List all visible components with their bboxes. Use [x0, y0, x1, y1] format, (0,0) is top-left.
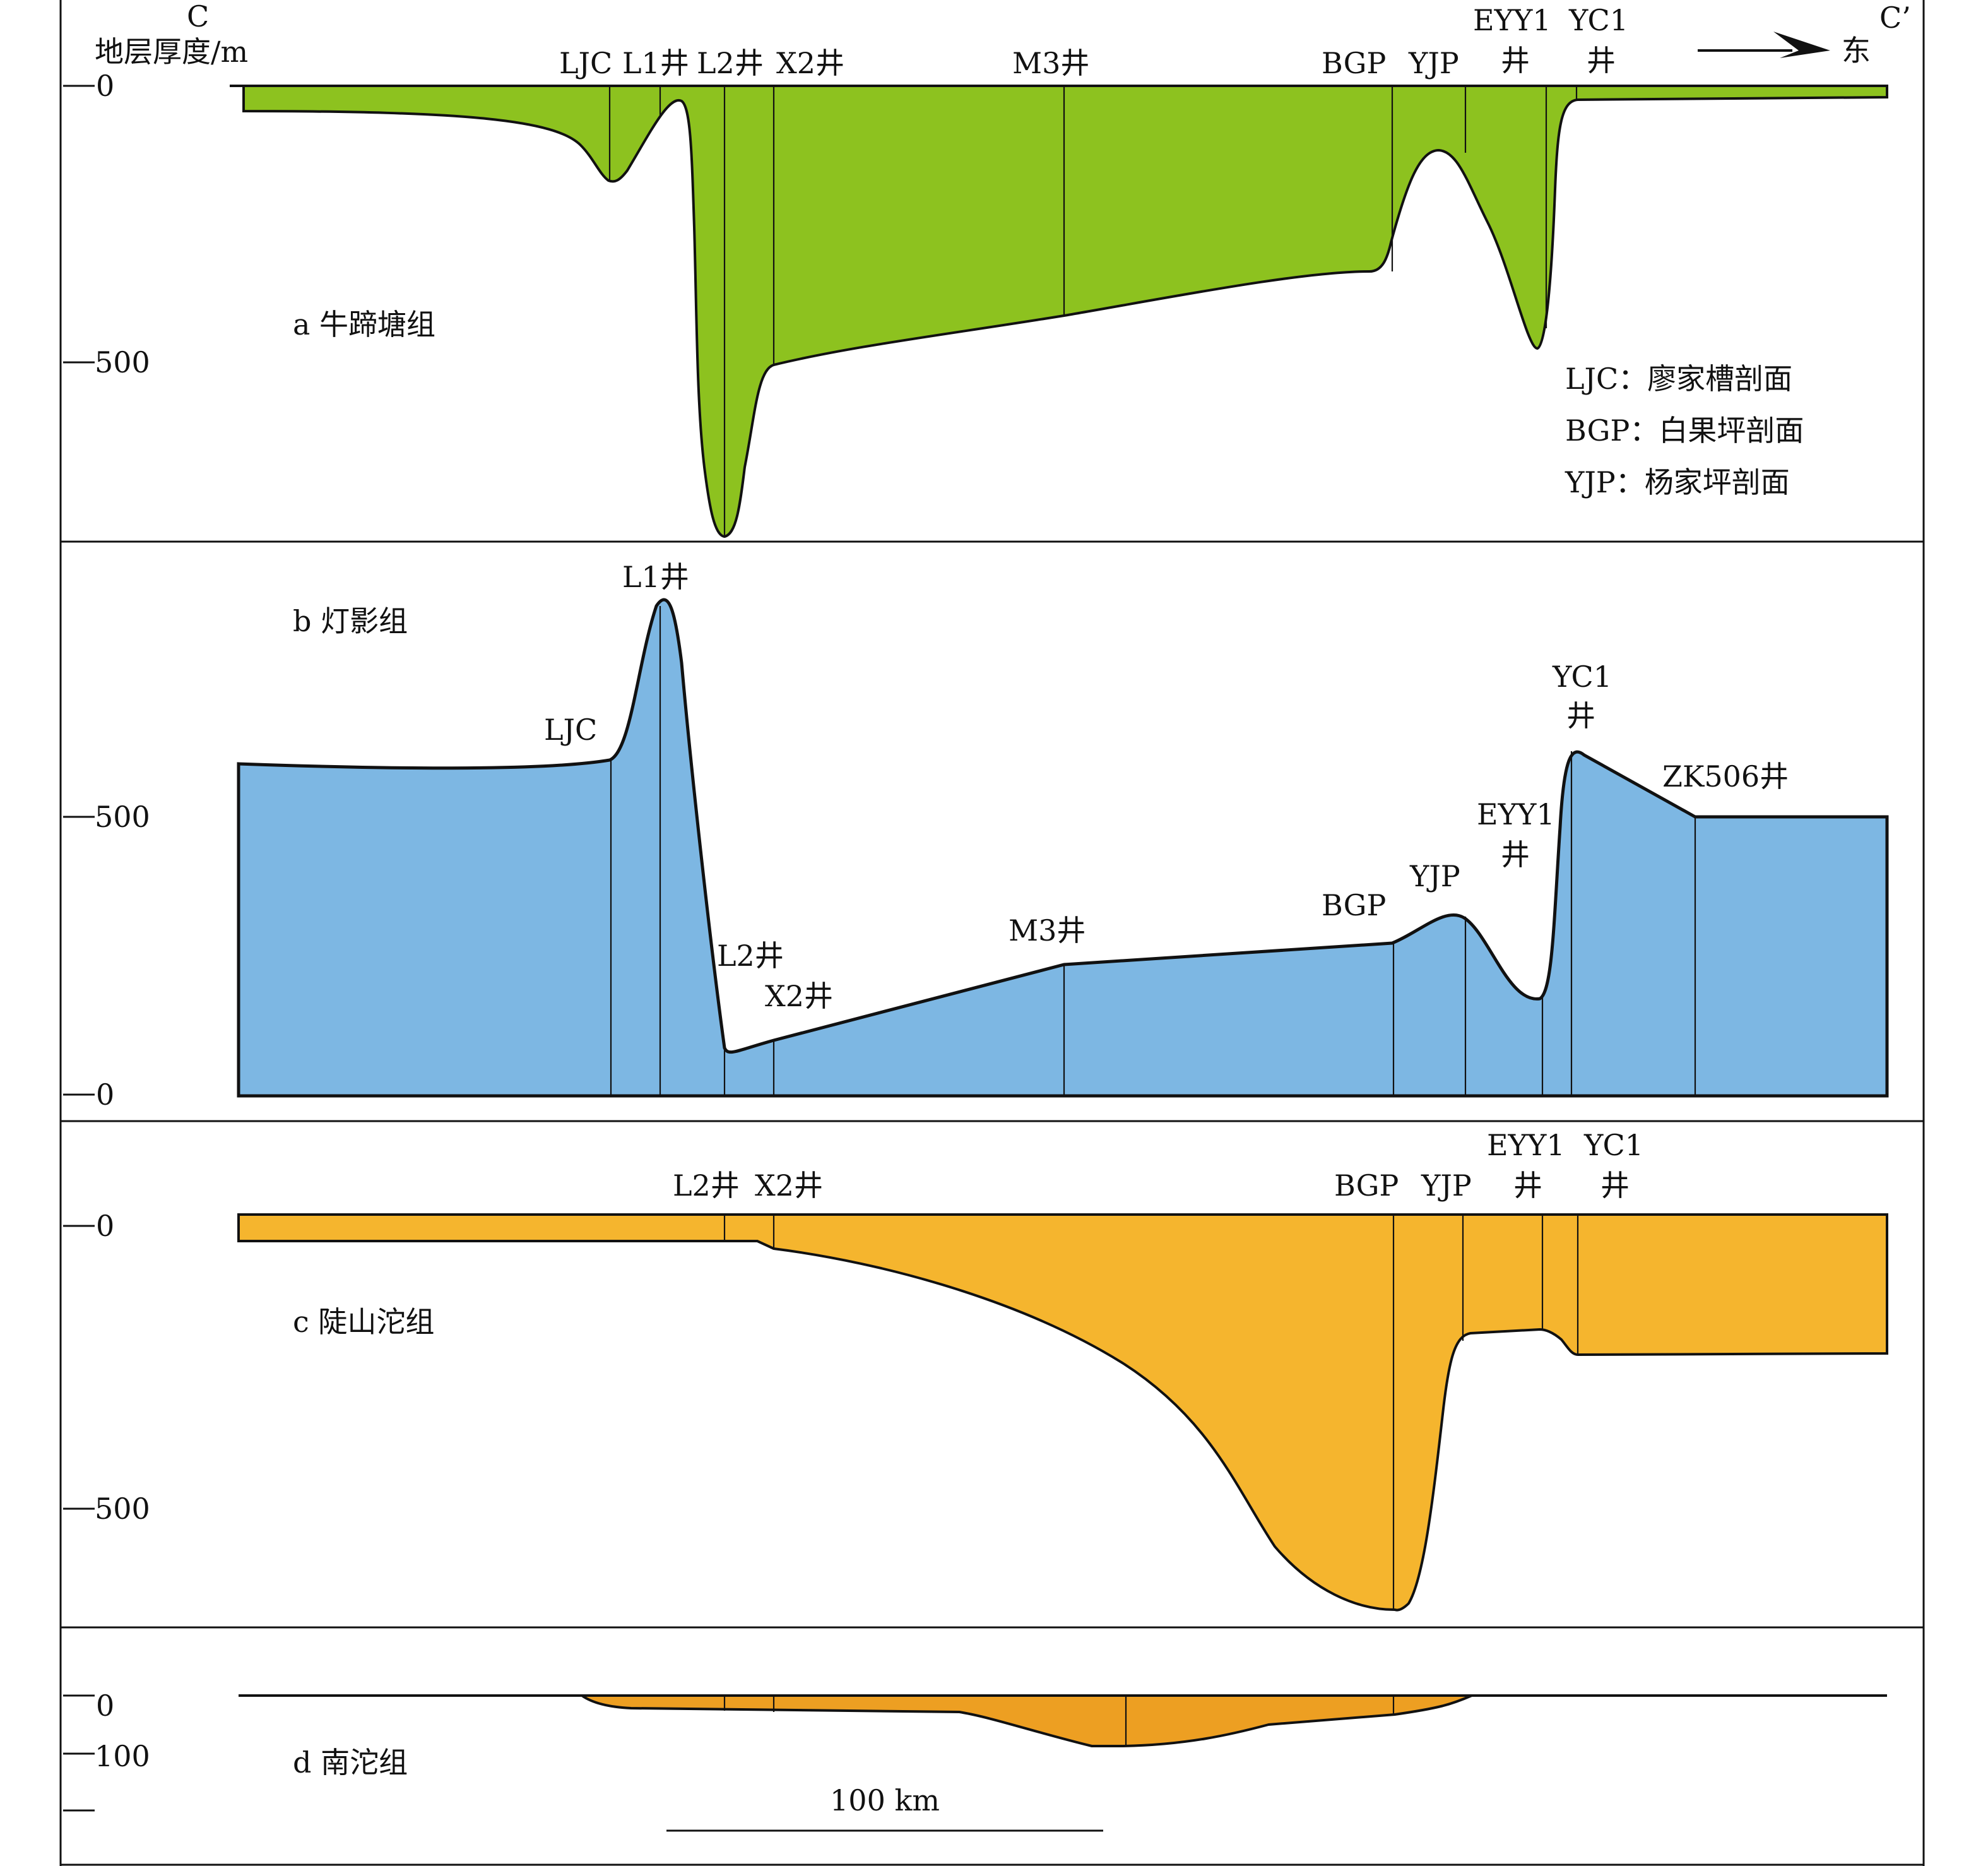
- well-label: X2井: [755, 1168, 823, 1203]
- well-label: EYY1: [1473, 3, 1551, 37]
- well-label: YC1: [1583, 1128, 1643, 1162]
- well-label: YJP: [1409, 859, 1460, 893]
- well-label: 井: [1513, 1168, 1542, 1203]
- well-label: 井: [1600, 1168, 1630, 1203]
- well-label: YC1: [1568, 3, 1628, 37]
- well-label: BGP: [1334, 1168, 1399, 1203]
- tick-label: 500: [95, 800, 150, 834]
- legend-item: YJP：杨家坪剖面: [1565, 465, 1790, 499]
- direction-arrow-icon: [1698, 32, 1830, 58]
- tick-label: 100: [95, 1739, 150, 1773]
- panel-b: 500 0 L1井 LJC L2井 X2井 M3井 BGP YJP EYY1 井…: [63, 560, 1889, 1112]
- well-label: EYY1: [1477, 797, 1555, 831]
- panel-b-well-labels: L1井 LJC L2井 X2井 M3井 BGP YJP EYY1 井 YC1 井…: [544, 560, 1789, 1013]
- well-label: 井: [1587, 44, 1616, 78]
- well-label: M3井: [1012, 46, 1089, 80]
- section-end-label: C’: [1879, 1, 1911, 35]
- well-label: YC1: [1552, 660, 1612, 694]
- scale-bar-label: 100 km: [830, 1783, 940, 1817]
- well-label: M3井: [1009, 913, 1086, 948]
- well-label: LJC: [559, 46, 612, 80]
- panel-d-axis: 0 100: [63, 1689, 150, 1812]
- panel-d: 0 100 d 南沱组: [63, 1689, 1887, 1812]
- panel-a-well-lines: [608, 86, 1578, 535]
- well-label: LJC: [544, 713, 597, 747]
- well-label: BGP: [1322, 888, 1386, 922]
- panel-d-thickness-fill: [577, 1694, 1472, 1747]
- well-label: X2井: [776, 46, 844, 80]
- panel-d-title: d 南沱组: [293, 1745, 408, 1780]
- well-label: L2井: [673, 1168, 740, 1203]
- tick-label: 0: [96, 69, 114, 103]
- well-label: L1井: [622, 46, 689, 80]
- well-label: 井: [1566, 699, 1595, 733]
- panel-c: 0 500 L2井 X2井 BGP YJP EYY1 井 YC1 井 c 陡山沱…: [63, 1128, 1888, 1612]
- well-label: EYY1: [1487, 1128, 1565, 1162]
- well-label: L2井: [697, 46, 764, 80]
- panel-a: 0 500 LJC L1井 L2井 X2井 M3井 BGP YJP EYY1 井…: [63, 3, 1888, 538]
- panel-c-thickness-fill: [237, 1213, 1888, 1612]
- legend-item: LJC：廖家槽剖面: [1565, 362, 1792, 396]
- well-label: ZK506井: [1662, 759, 1789, 793]
- well-label: BGP: [1322, 46, 1386, 80]
- panel-b-title: b 灯影组: [293, 604, 408, 638]
- panel-a-axis: 0 500: [63, 69, 150, 379]
- tick-label: 500: [95, 345, 150, 379]
- panel-a-well-labels: LJC L1井 L2井 X2井 M3井 BGP YJP EYY1 井 YC1 井: [559, 3, 1628, 80]
- tick-label: 500: [95, 1492, 150, 1526]
- well-label: 井: [1501, 838, 1530, 872]
- direction-label: 东: [1842, 33, 1871, 68]
- panel-a-legend: LJC：廖家槽剖面 BGP：白果坪剖面 YJP：杨家坪剖面: [1565, 362, 1804, 499]
- well-label: L1井: [622, 560, 689, 594]
- header: C 地层厚度/m C’ 东: [95, 0, 1911, 69]
- panel-frame: [59, 0, 1925, 1866]
- panel-c-well-lines: [723, 1215, 1579, 1610]
- y-axis-label: 地层厚度/m: [95, 35, 248, 69]
- tick-label: 0: [96, 1689, 114, 1723]
- well-label: L2井: [717, 939, 784, 973]
- well-label: YJP: [1421, 1168, 1472, 1203]
- well-label: YJP: [1408, 46, 1459, 80]
- panel-b-well-lines: [610, 606, 1696, 1096]
- tick-label: 0: [96, 1209, 114, 1243]
- panel-b-thickness-fill: [237, 598, 1889, 1098]
- panel-c-axis: 0 500: [63, 1209, 150, 1526]
- panel-c-well-labels: L2井 X2井 BGP YJP EYY1 井 YC1 井: [673, 1128, 1643, 1203]
- well-label: X2井: [765, 979, 833, 1013]
- panel-c-title: c 陡山沱组: [293, 1305, 434, 1339]
- tick-label: 0: [96, 1078, 114, 1112]
- well-label: 井: [1501, 44, 1530, 78]
- panel-a-title: a 牛蹄塘组: [293, 307, 435, 342]
- panel-d-well-lines: [723, 1696, 1395, 1746]
- section-start-label: C: [187, 0, 209, 33]
- panel-b-axis: 500 0: [63, 800, 150, 1112]
- legend-item: BGP：白果坪剖面: [1565, 413, 1804, 448]
- scale-bar: 100 km: [666, 1783, 1103, 1832]
